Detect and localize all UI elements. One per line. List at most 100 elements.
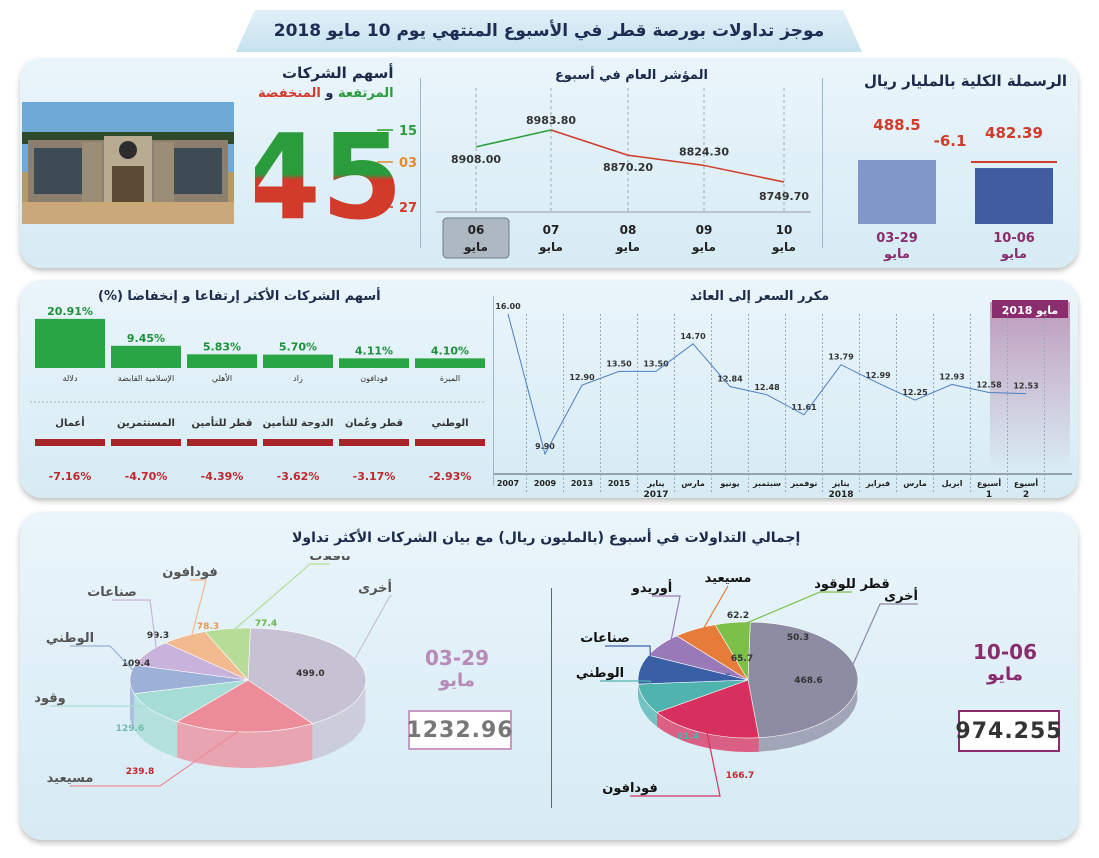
index-value-label: 8908.00 [451, 153, 501, 166]
loser-name: الدوحة للتأمين [263, 416, 334, 429]
gainer-name: فودافون [360, 374, 388, 383]
pe-tick-label: سبتمبر [752, 479, 781, 488]
trading-title: إجمالي التداولات في أسبوع (بالمليون ريال… [292, 530, 801, 546]
pe-value-label: 13.79 [828, 353, 854, 362]
index-month-label: مايو [691, 240, 716, 255]
gainer-value: 9.45% [127, 332, 165, 345]
loser-bar [35, 439, 105, 446]
pie-name-label: ناقلات [309, 556, 350, 564]
pe-value-label: 13.50 [643, 359, 669, 368]
gainer-value: 5.83% [203, 340, 241, 353]
pie-leader-line [349, 595, 392, 668]
loser-name: أعمال [55, 416, 84, 429]
pe-title: مكرر السعر إلى العائد [690, 289, 830, 304]
pe-tick-label: مارس [681, 479, 705, 489]
loser-value: -3.62% [277, 470, 320, 483]
index-day-label: 08 [620, 223, 637, 237]
pie-name-label: الوطني [46, 631, 94, 646]
movers-title: أسهم الشركات الأكثر إرتفاعا و إنخفاضا (%… [98, 289, 381, 304]
pie-value-label: 79.5 [709, 673, 731, 683]
market-cap-value: 482.39 [985, 124, 1043, 142]
index-selected-day [442, 217, 510, 259]
pie-slice-side [312, 685, 366, 760]
gainer-value: 4.10% [431, 344, 469, 357]
pe-highlight-tag [992, 300, 1068, 318]
pe-tick-label: فبراير [865, 479, 890, 488]
companies-subtitle: المرتفعة و المنخفضة [258, 86, 394, 101]
index-segment [550, 129, 629, 156]
loser-bar [111, 439, 181, 446]
pie-leader-line [652, 595, 681, 649]
total-current: 974.255 [955, 710, 1062, 752]
index-value-label: 8749.70 [759, 190, 809, 203]
pe-value-label: 12.90 [569, 373, 595, 382]
movers-chart: 20.91% دلالة 9.45% الإسلامية القابضة 5.83% ال… [30, 305, 486, 483]
index-day-label: 10 [776, 223, 793, 237]
pie-value-label: 129.6 [116, 724, 144, 734]
gainer-name: الأهلي [212, 373, 232, 383]
gainer-bar [263, 354, 333, 368]
week-label-previous: 03-29 مايو [425, 646, 489, 691]
total-previous: 1232.96 [406, 710, 513, 750]
pie-leader-line [733, 591, 852, 629]
pe-value-label: 12.53 [1013, 382, 1038, 391]
market-cap-title: الرسملة الكلية بالمليار ريال [863, 72, 1067, 90]
pe-tick-label: يونيو [719, 479, 739, 488]
loser-bar [415, 439, 485, 446]
divider [493, 296, 494, 486]
pe-chart: مايو 2018 16.00 2007 9.90 2009 12.90 2013 13.50… [494, 300, 1072, 500]
pie-name-label: وقود [34, 691, 65, 706]
pie-value-label: 239.8 [126, 767, 154, 777]
pe-value-label: 11.61 [791, 403, 817, 412]
index-value-label: 8983.80 [526, 114, 576, 127]
pe-tick-sublabel: 2018 [828, 490, 853, 500]
companies-up-count: 15 [399, 124, 417, 139]
pe-highlight-label: مايو 2018 [1002, 304, 1058, 317]
pe-value-label: 12.84 [717, 375, 743, 384]
pie-value-label: 78.3 [197, 622, 219, 632]
pie-leader-line [699, 585, 729, 635]
pie-name-label: أخرى [358, 579, 392, 596]
pe-value-label: 16.00 [495, 302, 521, 311]
index-month-label: مايو [463, 240, 488, 255]
pe-tick-label: أسبوع [977, 478, 1002, 488]
pe-tick-label: 2015 [608, 479, 631, 488]
building-photo [22, 102, 234, 224]
pie-slice [176, 679, 314, 733]
gainer-value: 4.11% [355, 344, 393, 357]
pie-leader-line [630, 727, 721, 797]
loser-value: -3.17% [353, 470, 396, 483]
page-title: موجز تداولات بورصة قطر في الأسبوع المنته… [236, 10, 862, 52]
pie-value-label: 62.2 [727, 611, 749, 621]
index-month-label: مايو [771, 240, 796, 255]
pie-slice-side [656, 712, 759, 752]
pie-slice-side [134, 693, 178, 758]
pie-name-label: أخرى [884, 587, 918, 604]
gainer-name: زاد [293, 374, 303, 383]
gainer-name: دلالة [63, 374, 78, 383]
pe-value-label: 13.50 [606, 359, 632, 368]
divider [551, 588, 552, 808]
index-month-label: مايو [615, 240, 640, 255]
pe-tick-label: 2013 [571, 479, 593, 488]
index-month-label: مايو [538, 240, 563, 255]
pie-leader-line [605, 645, 652, 671]
index-title: المؤشر العام في أسبوع [555, 68, 708, 83]
pe-line [507, 313, 1027, 456]
gainer-name: الميرة [440, 374, 460, 383]
trading-pie-previous: 499.0 أخرى 239.8 مسيعيد 129.6 وقود 109.4 الوطني… [34, 556, 392, 787]
pie-value-label: 109.4 [122, 659, 150, 669]
index-segment [703, 164, 785, 183]
market-cap-bar [975, 168, 1053, 224]
market-cap-category-month: مايو [883, 247, 910, 262]
pie-leader-line [189, 579, 207, 641]
pe-tick-label: مارس [903, 479, 927, 489]
pie-leader-line [70, 645, 143, 680]
pie-value-label: 65.7 [731, 654, 753, 664]
market-cap-bar [858, 159, 936, 224]
gainer-bar [415, 358, 485, 368]
pe-value-label: 12.25 [902, 388, 928, 397]
gainer-bar [187, 354, 257, 368]
pie-name-label: أوريدو [631, 579, 673, 596]
